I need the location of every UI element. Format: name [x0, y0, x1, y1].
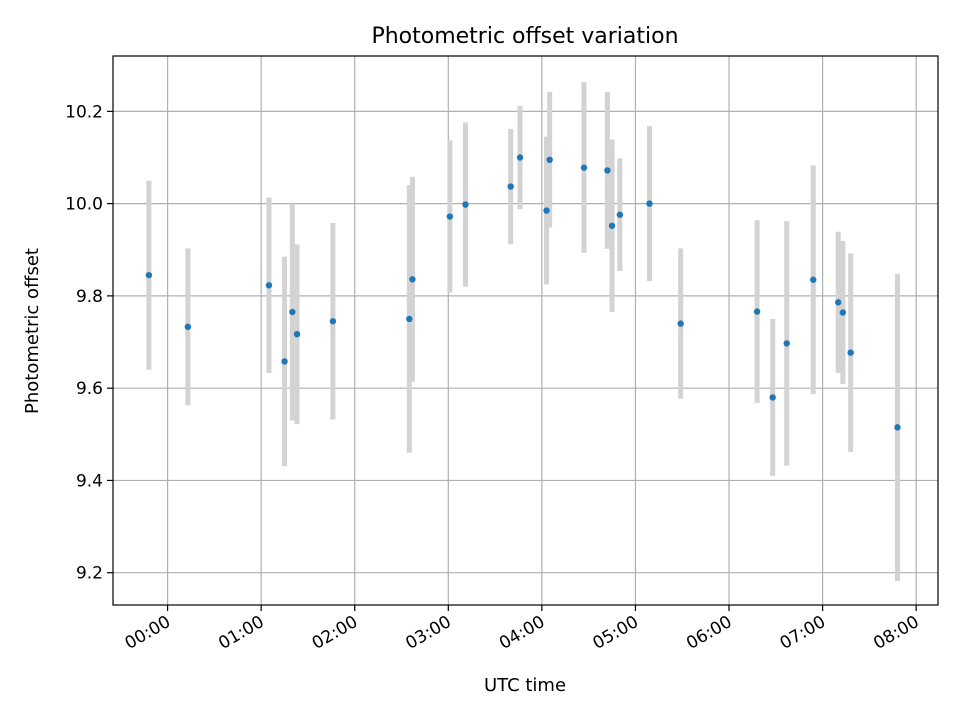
y-tick-label: 9.2 [76, 564, 103, 584]
data-point [616, 211, 624, 218]
x-tick-label: 01:00 [215, 612, 267, 654]
data-point [677, 320, 684, 327]
data-point [580, 164, 588, 171]
y-tick-label: 9.6 [76, 379, 103, 399]
x-axis-ticks: 00:00 01:00 02:00 03:00 04:00 05:00 06:00 07:00… [122, 605, 923, 654]
data-point [507, 183, 514, 190]
data-point [289, 308, 296, 316]
data-point [810, 276, 817, 283]
data-point [184, 323, 192, 331]
data-point [769, 394, 776, 401]
y-axis-label: Photometric offset [22, 248, 43, 414]
data-point [834, 299, 842, 306]
data-point [546, 156, 553, 164]
x-tick-label: 05:00 [590, 612, 642, 654]
y-tick-label: 10.2 [65, 102, 103, 122]
x-tick-label: 08:00 [870, 612, 922, 654]
x-tick-label: 07:00 [777, 612, 829, 654]
x-tick-label: 06:00 [683, 612, 735, 654]
data-point [145, 271, 153, 279]
data-point [406, 315, 413, 323]
data-point [281, 358, 288, 365]
grid [113, 56, 938, 605]
y-tick-label: 10.0 [65, 195, 103, 215]
x-tick-label: 04:00 [496, 612, 548, 654]
chart-title: Photometric offset variation [371, 24, 678, 49]
x-tick-label: 00:00 [122, 612, 174, 654]
y-axis-ticks: 9.2 9.4 9.6 9.8 10.0 10.2 [65, 102, 113, 584]
data-point [329, 318, 337, 325]
plot-frame [112, 55, 939, 606]
data-point [753, 308, 761, 315]
data-point [783, 340, 790, 347]
x-tick-label: 02:00 [309, 612, 361, 654]
data-point [543, 207, 550, 214]
data-point [462, 201, 469, 208]
data-point [409, 276, 416, 283]
data-point [516, 154, 524, 161]
data-point [894, 424, 901, 431]
data-point [646, 200, 653, 207]
y-tick-label: 9.8 [76, 287, 103, 307]
y-tick-label: 9.4 [76, 471, 103, 491]
data-point [847, 349, 854, 356]
data-point [604, 167, 611, 174]
data-point [839, 309, 847, 316]
x-tick-label: 03:00 [402, 612, 454, 654]
data-point [293, 330, 301, 338]
data-point [608, 222, 616, 229]
x-axis-label: UTC time [484, 675, 566, 696]
data-point [265, 282, 273, 289]
data-point [446, 213, 454, 220]
data-points [145, 154, 901, 431]
